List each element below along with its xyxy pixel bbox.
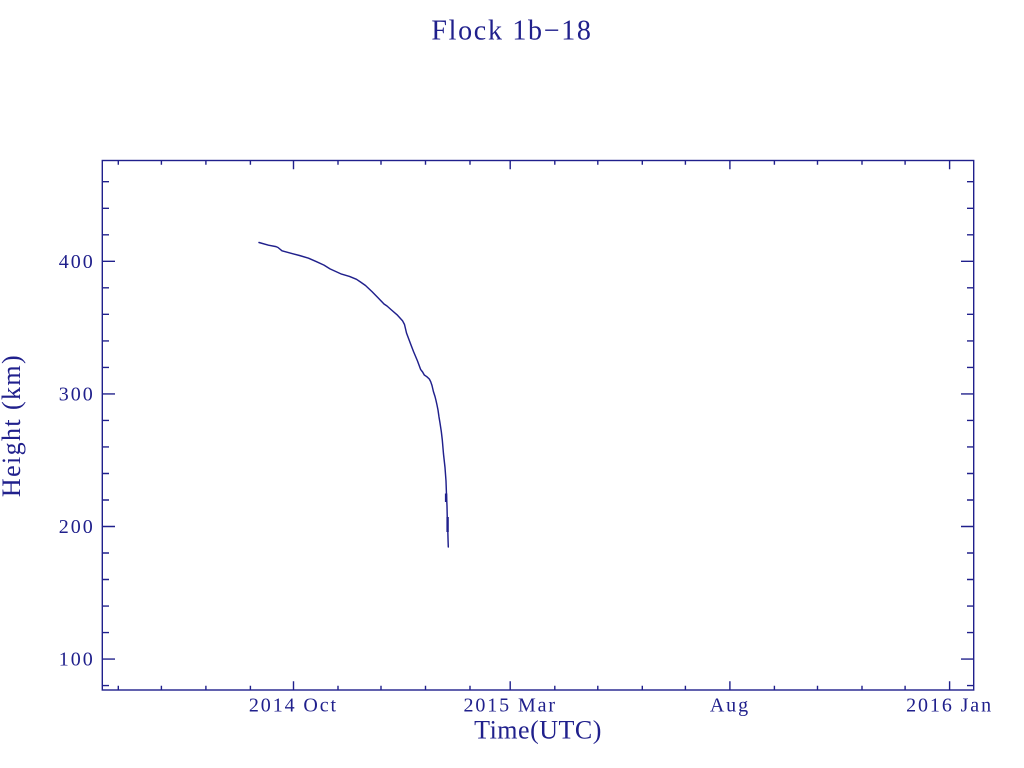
svg-text:Height (km): Height (km) [0, 354, 26, 497]
svg-text:Aug: Aug [710, 695, 750, 717]
svg-text:2014 Oct: 2014 Oct [249, 695, 338, 717]
svg-text:2015 Mar: 2015 Mar [463, 695, 557, 717]
svg-text:100: 100 [59, 649, 95, 671]
svg-text:400: 400 [59, 251, 95, 273]
svg-text:Time(UTC): Time(UTC) [474, 716, 602, 745]
svg-text:2016 Jan: 2016 Jan [906, 695, 993, 717]
svg-text:200: 200 [59, 516, 95, 538]
svg-text:Flock 1b−18: Flock 1b−18 [431, 15, 592, 46]
svg-text:300: 300 [59, 384, 95, 406]
